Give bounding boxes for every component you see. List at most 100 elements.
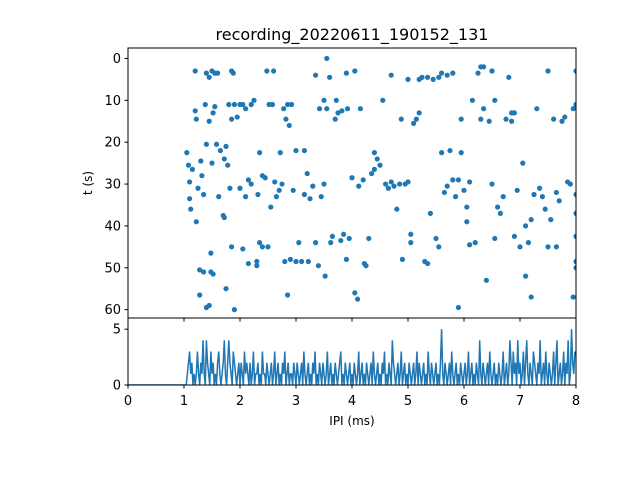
raster-point	[551, 116, 557, 122]
raster-point	[304, 170, 310, 177]
histogram-x-tick-label: 8	[572, 394, 580, 409]
raster-point	[231, 307, 237, 313]
raster-y-tick-label: 40	[104, 219, 121, 234]
raster-point	[545, 244, 551, 250]
raster-point	[444, 183, 450, 189]
raster-point	[192, 68, 198, 74]
raster-point	[425, 74, 431, 80]
raster-y-axis-label: t (s)	[81, 171, 95, 195]
raster-point	[352, 290, 358, 296]
raster-point	[189, 166, 195, 172]
raster-point	[210, 271, 216, 277]
raster-point	[287, 256, 293, 262]
raster-point	[511, 110, 517, 116]
raster-point	[328, 240, 334, 246]
raster-point	[262, 175, 268, 181]
raster-point	[416, 110, 422, 116]
raster-point	[486, 118, 492, 124]
raster-point	[229, 244, 235, 250]
raster-point	[573, 258, 576, 265]
raster-point	[441, 189, 447, 196]
raster-point	[478, 116, 484, 122]
raster-point	[453, 194, 459, 200]
raster-point	[206, 118, 212, 124]
raster-point	[283, 116, 289, 122]
raster-point	[286, 122, 292, 129]
raster-point	[290, 187, 296, 193]
raster-point	[255, 191, 261, 198]
raster-point	[324, 106, 330, 112]
raster-point	[380, 97, 386, 103]
raster-point	[208, 250, 214, 256]
histogram-x-tick-label: 0	[124, 394, 132, 409]
raster-point	[248, 101, 254, 108]
raster-point	[257, 240, 263, 246]
raster-point	[254, 263, 260, 269]
raster-point	[307, 196, 313, 202]
raster-point	[573, 265, 576, 271]
raster-point	[269, 101, 276, 108]
raster-point	[573, 101, 576, 108]
raster-point	[542, 206, 548, 212]
raster-point	[472, 240, 478, 246]
raster-point	[523, 273, 529, 279]
raster-y-tick-label: 20	[104, 136, 121, 151]
histogram-x-tick-label: 4	[348, 394, 356, 409]
raster-point	[333, 97, 339, 103]
raster-point	[285, 101, 291, 108]
raster-point	[187, 196, 193, 202]
raster-point	[495, 204, 501, 210]
raster-point	[282, 258, 288, 265]
raster-point	[201, 269, 207, 275]
raster-point	[539, 194, 546, 200]
raster-point	[243, 194, 249, 200]
raster-point	[388, 179, 394, 185]
raster-point	[209, 160, 215, 166]
raster-point	[573, 233, 576, 239]
raster-point	[335, 110, 341, 116]
raster-point	[383, 181, 389, 187]
raster-point	[464, 219, 470, 225]
raster-point	[366, 235, 372, 242]
raster-point	[528, 294, 534, 300]
histogram-x-tick-label: 5	[404, 394, 412, 409]
raster-point	[371, 166, 377, 172]
raster-point	[276, 187, 282, 193]
raster-point	[433, 235, 439, 242]
histogram-x-tick-label: 2	[236, 394, 244, 409]
raster-point	[229, 116, 235, 122]
raster-point	[523, 223, 529, 229]
histogram-x-tick-label: 1	[180, 394, 188, 409]
raster-point	[240, 101, 246, 108]
raster-point	[481, 64, 487, 70]
raster-point	[293, 147, 299, 154]
raster-point	[573, 210, 576, 216]
raster-point	[517, 244, 523, 250]
raster-y-ticks: 0 10 20 30 40 50 60	[104, 52, 128, 318]
raster-point	[489, 68, 495, 74]
raster-point	[458, 150, 464, 156]
raster-point	[377, 162, 383, 168]
raster-point	[265, 244, 271, 250]
raster-point	[264, 68, 270, 74]
raster-point	[492, 235, 498, 242]
raster-point	[408, 231, 414, 237]
histogram-y-tick-label: 5	[113, 323, 121, 338]
histogram-x-tick-label: 3	[292, 394, 300, 409]
raster-point	[356, 183, 362, 189]
raster-point	[455, 304, 461, 311]
raster-point	[217, 147, 223, 154]
raster-point	[324, 55, 330, 62]
raster-point	[447, 147, 453, 154]
raster-point	[212, 104, 218, 110]
raster-point	[562, 114, 568, 120]
raster-y-tick-label: 30	[104, 178, 121, 193]
raster-point	[259, 244, 265, 250]
raster-point	[321, 181, 327, 187]
raster-point	[213, 141, 220, 147]
raster-point	[234, 114, 240, 120]
raster-point	[467, 242, 473, 248]
raster-point	[339, 108, 345, 114]
